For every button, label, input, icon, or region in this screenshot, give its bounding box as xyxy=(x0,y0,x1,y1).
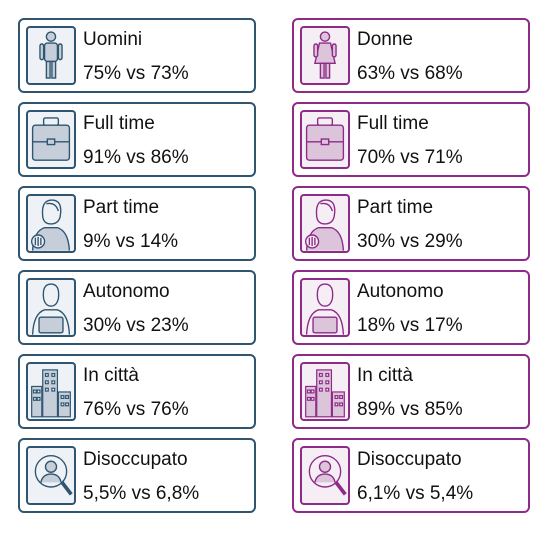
stat-label: Disoccupato xyxy=(357,449,462,470)
woman-icon xyxy=(300,26,350,85)
stat-card-full-time: Full time 70% vs 71% xyxy=(292,102,530,177)
stat-label: In città xyxy=(357,365,413,386)
briefcase-icon xyxy=(26,110,76,169)
job-search-icon xyxy=(300,446,350,505)
stat-card-city: In città 89% vs 85% xyxy=(292,354,530,429)
stat-label: Donne xyxy=(357,29,413,50)
person-laptop-icon xyxy=(300,278,350,337)
man-icon xyxy=(26,26,76,85)
person-shirt-icon xyxy=(300,194,350,253)
stat-label: Full time xyxy=(357,113,429,134)
stat-value: 76% vs 76% xyxy=(83,399,189,420)
stat-label: Part time xyxy=(357,197,434,218)
stat-card-part-time: Part time 9% vs 14% xyxy=(18,186,256,261)
stat-card-unemployed: Disoccupato 5,5% vs 6,8% xyxy=(18,438,256,513)
stat-value: 91% vs 86% xyxy=(83,147,189,168)
stat-value: 30% vs 23% xyxy=(83,315,189,336)
job-search-icon xyxy=(26,446,76,505)
stat-value: 6,1% vs 5,4% xyxy=(357,483,474,504)
stat-label: Uomini xyxy=(83,29,143,50)
stat-label: Disoccupato xyxy=(83,449,188,470)
stat-value: 18% vs 17% xyxy=(357,315,463,336)
stat-value: 63% vs 68% xyxy=(357,63,463,84)
stat-label: Autonomo xyxy=(357,281,444,302)
men-column: Uomini 75% vs 73% Full time 91% vs 86% P… xyxy=(18,18,256,522)
person-shirt-icon xyxy=(26,194,76,253)
stat-card-self-employed: Autonomo 18% vs 17% xyxy=(292,270,530,345)
briefcase-icon xyxy=(300,110,350,169)
stat-card-men: Uomini 75% vs 73% xyxy=(18,18,256,93)
stat-card-city: In città 76% vs 76% xyxy=(18,354,256,429)
stat-card-unemployed: Disoccupato 6,1% vs 5,4% xyxy=(292,438,530,513)
city-buildings-icon xyxy=(300,362,350,421)
stat-label: Autonomo xyxy=(83,281,170,302)
stat-value: 30% vs 29% xyxy=(357,231,463,252)
stat-label: Part time xyxy=(83,197,160,218)
stat-value: 9% vs 14% xyxy=(83,231,179,252)
stat-value: 89% vs 85% xyxy=(357,399,463,420)
women-column: Donne 63% vs 68% Full time 70% vs 71% Pa… xyxy=(292,18,530,522)
stat-card-women: Donne 63% vs 68% xyxy=(292,18,530,93)
stat-card-part-time: Part time 30% vs 29% xyxy=(292,186,530,261)
stat-value: 5,5% vs 6,8% xyxy=(83,483,200,504)
stat-label: In città xyxy=(83,365,139,386)
stat-card-self-employed: Autonomo 30% vs 23% xyxy=(18,270,256,345)
stat-value: 75% vs 73% xyxy=(83,63,189,84)
city-buildings-icon xyxy=(26,362,76,421)
stat-label: Full time xyxy=(83,113,155,134)
stat-card-full-time: Full time 91% vs 86% xyxy=(18,102,256,177)
stat-value: 70% vs 71% xyxy=(357,147,463,168)
person-laptop-icon xyxy=(26,278,76,337)
